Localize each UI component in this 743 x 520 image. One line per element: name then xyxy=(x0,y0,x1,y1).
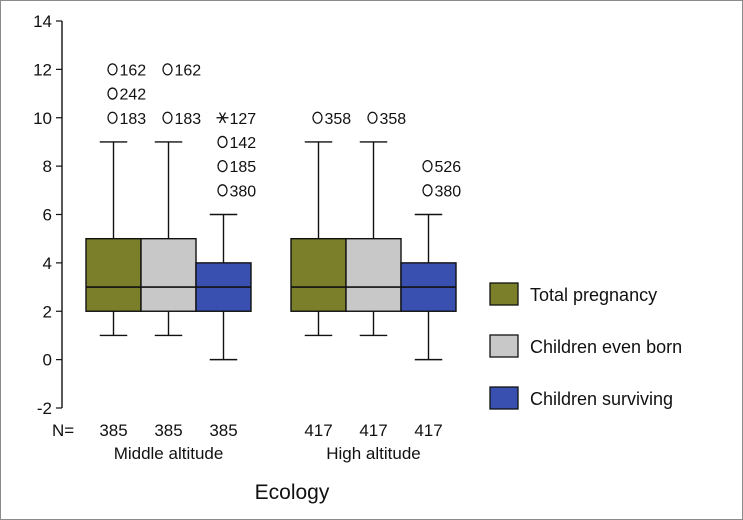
box-iqr xyxy=(345,237,402,312)
outlier-label: 185 xyxy=(230,159,257,176)
y-tick-label: 14 xyxy=(33,12,52,31)
outlier-circle-marker xyxy=(217,184,228,197)
outlier-circle-marker xyxy=(217,135,228,149)
y-tick-label: -2 xyxy=(37,399,52,418)
outlier-circle-marker xyxy=(312,111,323,124)
n-value-label: 385 xyxy=(99,421,127,440)
n-label: N= xyxy=(52,421,74,440)
n-value-label: 417 xyxy=(359,421,387,440)
outlier-label: 183 xyxy=(175,111,202,128)
outlier-label: 242 xyxy=(120,87,147,104)
outlier-circle-marker xyxy=(162,63,173,76)
outlier-label: 358 xyxy=(325,111,352,128)
outlier-label: 380 xyxy=(435,183,462,200)
outlier-circle-marker xyxy=(107,87,118,100)
group-label: High altitude xyxy=(326,444,421,463)
legend-swatch xyxy=(489,282,519,306)
y-tick-label: 12 xyxy=(33,60,52,79)
n-value-label: 385 xyxy=(209,421,237,440)
box-iqr xyxy=(85,237,142,312)
outlier-label: 526 xyxy=(435,159,462,176)
outlier-star-marker xyxy=(216,112,229,124)
n-value-label: 385 xyxy=(154,421,182,440)
outlier-circle-marker xyxy=(367,111,378,124)
legend-label: Total pregnancy xyxy=(530,285,657,305)
legend-label: Children even born xyxy=(530,337,682,357)
group-label: Middle altitude xyxy=(114,444,224,463)
outlier-label: 162 xyxy=(120,62,147,79)
n-value-label: 417 xyxy=(414,421,442,440)
legend-swatch xyxy=(489,386,519,410)
y-tick-label: 6 xyxy=(43,206,52,225)
y-tick-label: 8 xyxy=(43,157,52,176)
outlier-circle-marker xyxy=(422,184,433,197)
outlier-label: 380 xyxy=(230,183,257,200)
outlier-circle-marker xyxy=(217,159,228,173)
outlier-label: 358 xyxy=(380,111,407,128)
y-tick-label: 10 xyxy=(33,109,52,128)
outlier-label: 183 xyxy=(120,111,147,128)
outlier-circle-marker xyxy=(107,111,118,124)
outlier-label: 162 xyxy=(175,62,202,79)
box-iqr xyxy=(290,237,347,312)
n-value-label: 417 xyxy=(304,421,332,440)
outlier-circle-marker xyxy=(422,159,433,173)
y-tick-label: 0 xyxy=(43,351,52,370)
outlier-circle-marker xyxy=(107,63,118,76)
box-iqr xyxy=(140,237,197,312)
x-axis-title: Ecology xyxy=(255,481,330,504)
legend-swatch xyxy=(489,334,519,358)
y-tick-label: 4 xyxy=(43,254,52,273)
outlier-circle-marker xyxy=(162,111,173,124)
outlier-label: 127 xyxy=(230,111,257,128)
y-tick-label: 2 xyxy=(43,302,52,321)
legend-label: Children surviving xyxy=(530,389,673,409)
outlier-label: 142 xyxy=(230,135,257,152)
